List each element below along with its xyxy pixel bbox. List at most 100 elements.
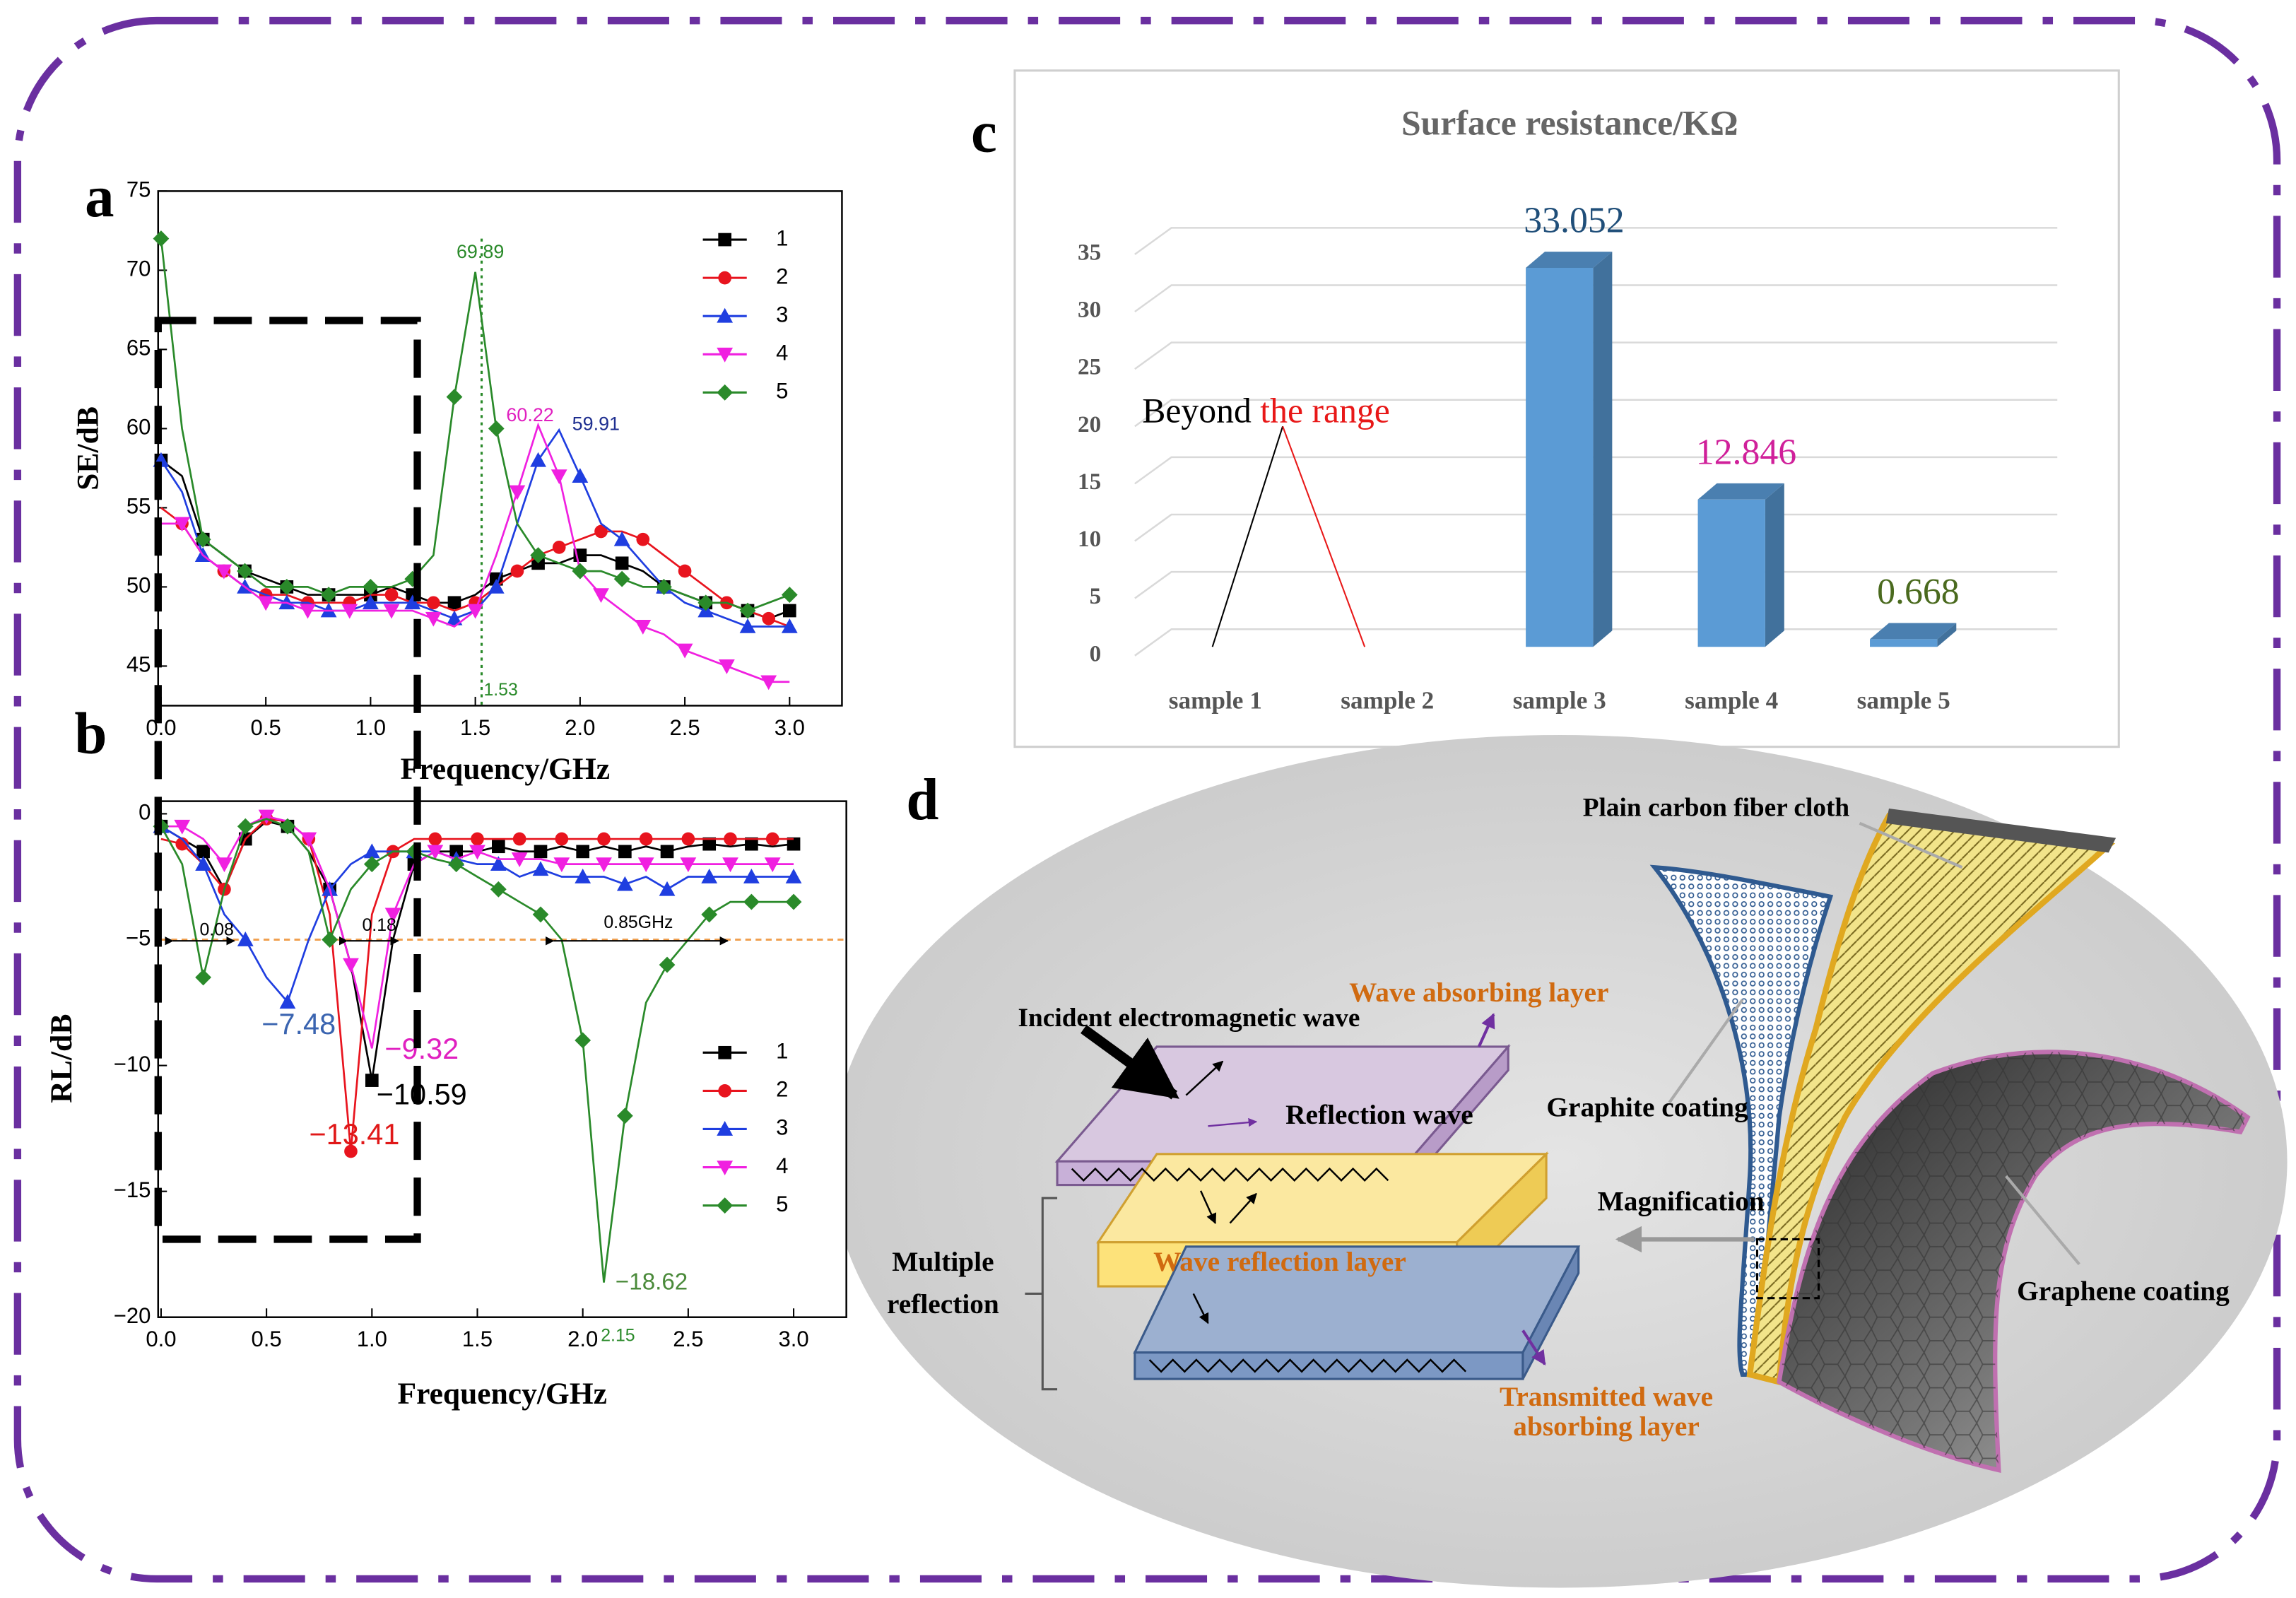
leader: [1668, 999, 1744, 1104]
y-tick-label: 55: [126, 494, 151, 519]
x-tick-label: 1.5: [460, 715, 490, 740]
panel-letter: a: [85, 164, 114, 229]
panel-letter: d: [906, 767, 938, 832]
marker: [341, 604, 358, 619]
marker: [300, 604, 316, 619]
marker: [362, 578, 379, 595]
annotation: 1.53: [483, 680, 517, 700]
marker: [613, 531, 630, 546]
chart-a: 0.0 0.5 1.0 1.5 2.0 2.5 3.045505560657075Frequ…: [71, 164, 843, 786]
y-tick-label: 50: [126, 573, 151, 598]
marker: [718, 233, 731, 247]
marker: [656, 578, 672, 595]
label: Incident electromagnetic wave: [1018, 1004, 1360, 1033]
marker: [237, 818, 254, 835]
range-line: [1282, 425, 1366, 647]
y-tick-label: 65: [126, 336, 151, 360]
y-tick-label: 35: [1078, 239, 1101, 265]
legend-label: 3: [776, 302, 788, 327]
marker: [639, 832, 653, 846]
marker: [384, 588, 399, 601]
x-tick-label: sample 3: [1513, 686, 1606, 714]
marker: [532, 861, 549, 876]
x-axis-label: Frequency/GHz: [398, 1377, 607, 1411]
x-tick-label: 2.0: [567, 1327, 598, 1351]
annotation: 69.89: [457, 241, 504, 262]
label: Reflection wave: [1285, 1099, 1473, 1130]
x-tick-label: 1.0: [355, 715, 386, 740]
marker: [551, 469, 567, 485]
diagram: Plain carbon fiber cloth Wave absorbing …: [831, 735, 2288, 1588]
marker: [637, 857, 654, 873]
marker: [718, 1045, 731, 1059]
marker: [787, 837, 801, 851]
marker: [384, 907, 401, 923]
marker: [593, 588, 609, 604]
marker: [363, 843, 380, 859]
range-line: [1211, 425, 1284, 647]
legend-label: 4: [776, 1153, 788, 1178]
label: Wave reflection layer: [1153, 1246, 1406, 1277]
bar-side: [1593, 252, 1613, 647]
series-line: [160, 826, 794, 1004]
label: Graphene coating: [2017, 1275, 2230, 1306]
marker: [697, 594, 714, 611]
marker: [597, 832, 611, 846]
marker: [195, 969, 211, 986]
marker: [512, 832, 526, 846]
bar-side: [1937, 623, 1957, 647]
x-tick-label: 0.0: [146, 1327, 176, 1351]
cloth-edge: [1885, 809, 2117, 853]
legend-label: 3: [776, 1115, 788, 1140]
marker: [613, 570, 630, 587]
marker: [425, 611, 442, 627]
marker: [745, 837, 758, 851]
marker: [616, 876, 633, 891]
y-tick-label: 20: [1078, 411, 1101, 437]
absorb-arrow: [1477, 1013, 1495, 1047]
marker: [467, 604, 484, 619]
marker: [718, 659, 735, 674]
reflect-arrow: [1185, 1060, 1224, 1096]
x-tick-label: sample 5: [1857, 686, 1950, 714]
marker: [659, 881, 676, 896]
annotation: 2.15: [601, 1325, 635, 1345]
multi-arrow: [1199, 1190, 1217, 1224]
annotation: 59.91: [572, 413, 620, 434]
marker: [174, 819, 191, 835]
grid-line: [1134, 284, 2058, 312]
marker: [343, 958, 359, 973]
marker: [488, 420, 505, 437]
marker: [216, 857, 232, 873]
marker: [785, 893, 802, 910]
y-tick-label: 25: [1078, 354, 1101, 380]
x-tick-label: 3.0: [775, 715, 805, 740]
y-tick-label: 60: [126, 415, 151, 440]
marker: [488, 578, 505, 594]
marker: [404, 594, 421, 610]
marker: [659, 956, 676, 973]
marker: [717, 307, 734, 323]
marker: [175, 837, 189, 851]
y-tick-label: −15: [114, 1177, 151, 1202]
x-tick-label: sample 4: [1685, 686, 1778, 714]
bar-top: [1526, 252, 1613, 268]
value-label: 12.846: [1696, 432, 1796, 472]
legend-label: 5: [776, 1192, 788, 1216]
marker: [701, 869, 718, 883]
marker: [615, 556, 629, 570]
leader: [1859, 821, 1963, 869]
label: reflection: [887, 1288, 999, 1320]
x-axis-label: Frequency/GHz: [401, 752, 610, 786]
annotation: −10.59: [377, 1078, 467, 1111]
marker: [530, 452, 546, 467]
marker: [594, 524, 608, 539]
marker: [216, 564, 232, 580]
marker: [448, 856, 465, 873]
bar: [1526, 267, 1594, 647]
marker: [237, 932, 254, 946]
marker: [739, 602, 756, 619]
y-tick-label: 10: [1078, 526, 1101, 552]
annotation: 0.85GHz: [604, 912, 673, 932]
marker: [635, 620, 652, 635]
